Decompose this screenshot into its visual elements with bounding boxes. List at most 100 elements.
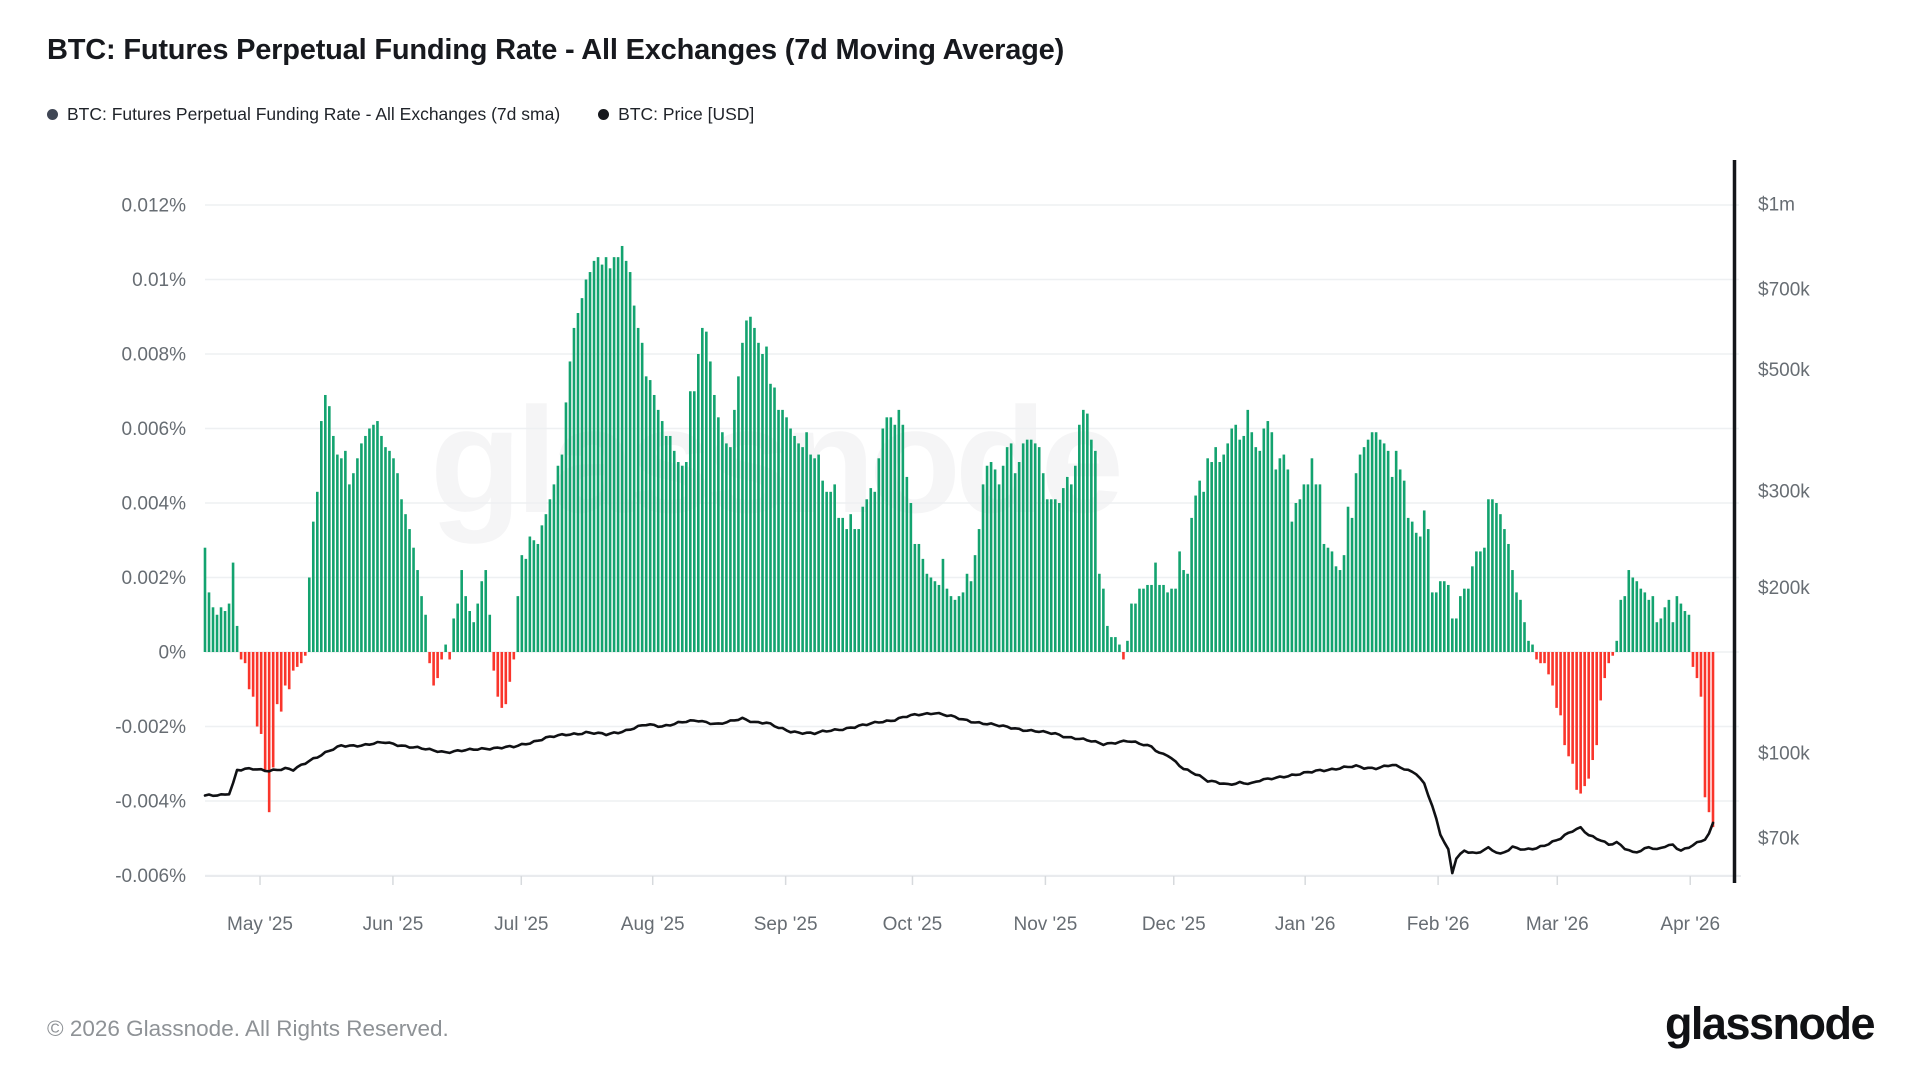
funding-bar-positive [1655,622,1659,652]
funding-bar-positive [1102,588,1105,652]
funding-bar-negative [1575,652,1578,790]
funding-bar-positive [1378,439,1382,652]
funding-bar-positive [1246,409,1250,652]
funding-bar-positive [717,417,720,652]
funding-bar-positive [688,391,692,652]
funding-bar-positive [676,462,680,652]
funding-bar-positive [1447,584,1450,652]
funding-bar-positive [592,260,596,652]
funding-bar-positive [809,454,812,652]
funding-bar-negative [303,652,307,656]
legend-item-funding-rate[interactable]: BTC: Futures Perpetual Funding Rate - Al… [47,104,560,125]
funding-bar-positive [1483,547,1486,652]
funding-bar-positive [644,376,648,652]
x-axis-tick-label: Mar '26 [1526,914,1589,935]
funding-bar-negative [239,652,243,660]
funding-bar-positive [1174,588,1177,652]
funding-bar-positive [1162,584,1165,652]
funding-bar-positive [1623,596,1627,652]
funding-bar-positive [1278,458,1282,652]
funding-bar-positive [1346,506,1350,652]
funding-bar-positive [1242,435,1246,652]
funding-bar-positive [524,558,528,652]
funding-bar-positive [1679,603,1683,652]
y-axis-tick-label: 0.01% [132,270,186,291]
funding-bar-positive [1198,480,1201,652]
funding-bar-positive [893,424,897,652]
funding-bar-positive [1226,443,1230,652]
funding-bar-positive [1306,484,1310,652]
funding-bar-positive [320,421,323,652]
funding-bar-negative [1595,652,1598,746]
funding-bar-positive [885,417,889,652]
funding-bar-positive [1302,484,1306,652]
funding-bar-positive [1643,592,1647,652]
funding-bar-positive [1298,499,1302,652]
funding-bar-positive [1659,618,1663,652]
funding-bar-positive [336,454,339,652]
funding-bar-positive [1499,514,1502,652]
funding-bar-positive [1142,588,1145,652]
legend-item-price[interactable]: BTC: Price [USD] [598,104,754,125]
funding-bar-positive [1118,644,1121,652]
funding-bar-negative [508,652,512,682]
funding-bar-positive [1098,573,1101,652]
funding-bar-positive [1414,532,1418,652]
funding-bar-positive [1041,473,1045,652]
funding-bar-positive [219,607,223,652]
funding-bar-positive [1154,562,1157,652]
funding-bar-positive [793,435,796,652]
funding-bar-positive [416,570,419,652]
funding-bar-positive [1639,588,1643,652]
funding-bar-positive [761,354,764,652]
funding-bar-positive [741,342,744,652]
funding-bar-negative [428,652,431,664]
funding-bar-negative [1543,652,1546,664]
funding-bar-positive [1475,551,1478,652]
funding-bar-positive [781,409,784,652]
funding-bar-positive [1214,447,1217,652]
funding-bar-negative [432,652,435,686]
funding-bar-positive [1507,543,1510,652]
funding-bar-negative [243,652,247,664]
funding-bar-positive [1386,450,1390,652]
y-axis-tick-label: 0.012% [122,196,187,217]
funding-bar-positive [1390,476,1394,652]
funding-bar-positive [1511,570,1514,652]
funding-bar-positive [1170,588,1173,652]
funding-bar-positive [709,361,712,652]
funding-bar-positive [837,517,840,652]
funding-bar-positive [1266,421,1270,652]
funding-bar-negative [287,652,291,690]
funding-bar-positive [1342,555,1346,652]
funding-bar-positive [612,257,616,652]
funding-bar-positive [1619,599,1623,652]
funding-bar-positive [925,573,929,652]
funding-bar-positive [620,245,624,652]
funding-bar-positive [729,447,732,652]
funding-bar-positive [460,570,463,652]
funding-bar-positive [464,596,467,652]
funding-bar-negative [295,652,299,667]
funding-bar-positive [328,406,331,652]
funding-bar-positive [693,391,696,652]
funding-bar-positive [989,462,993,652]
funding-bar-positive [392,458,395,652]
funding-bar-positive [845,529,848,652]
funding-bar-positive [737,376,740,652]
funding-bar-negative [436,652,439,679]
funding-bar-negative [500,652,504,708]
funding-bar-negative [1707,652,1711,813]
funding-bar-positive [376,421,379,652]
funding-bar-positive [400,499,403,652]
funding-bar-positive [945,588,949,652]
funding-bar-positive [1150,584,1153,652]
funding-bar-positive [324,394,327,652]
funding-bar-positive [211,607,215,652]
funding-bar-negative [1695,652,1699,679]
funding-bar-positive [1110,637,1113,652]
funding-bar-positive [1451,618,1454,652]
funding-bar-positive [801,447,804,652]
